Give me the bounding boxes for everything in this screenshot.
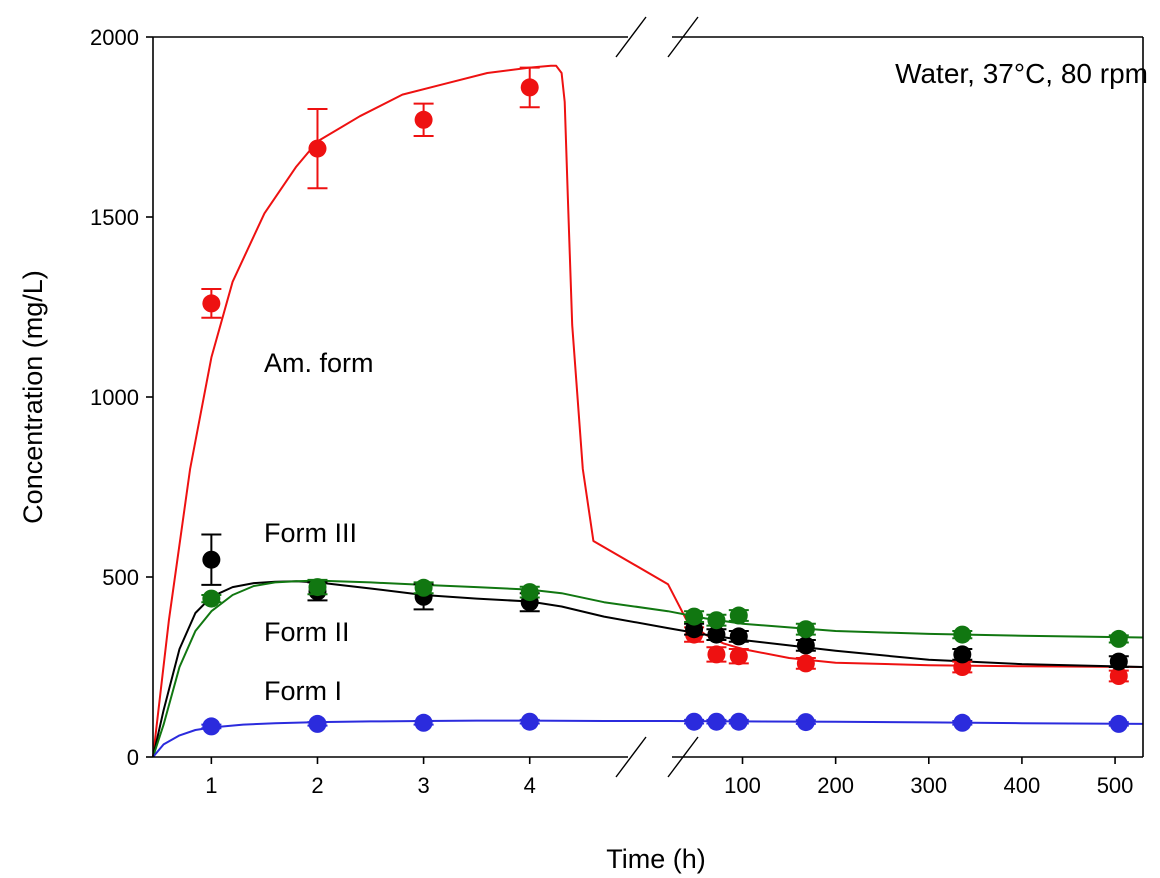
data-point-form-ii	[308, 578, 327, 597]
plot-layer	[152, 64, 1144, 758]
fit-line-form-ii	[152, 579, 1144, 758]
data-point-form-ii	[1109, 629, 1128, 648]
x-tick-label: 2	[311, 773, 323, 798]
data-point-form-ii	[520, 583, 539, 602]
data-point-form-ii	[202, 589, 221, 608]
y-axis-title: Concentration (mg/L)	[18, 270, 48, 524]
data-point-form-iii	[796, 636, 815, 655]
data-point-form-i	[707, 712, 726, 731]
data-point-am-form	[953, 658, 972, 676]
data-point-form-i	[202, 717, 221, 736]
axis-break-mark	[615, 16, 647, 58]
data-point-form-i	[1109, 714, 1128, 733]
data-point-form-iii	[729, 627, 748, 646]
y-tick-label: 2000	[90, 25, 139, 50]
data-point-am-form	[796, 654, 815, 673]
series-label-form-iii: Form III	[264, 518, 357, 548]
x-tick-label: 3	[417, 773, 429, 798]
data-point-am-form	[729, 647, 748, 666]
data-point-form-ii	[685, 607, 704, 626]
data-point-am-form	[520, 78, 539, 97]
axis-break-mark	[667, 736, 699, 778]
data-point-form-i	[308, 714, 327, 733]
y-tick-label: 1500	[90, 205, 139, 230]
data-point-form-i	[685, 712, 704, 731]
data-point-am-form	[707, 645, 726, 664]
series-label-am-form: Am. form	[264, 348, 374, 378]
x-tick-label: 300	[910, 773, 947, 798]
data-point-am-form	[308, 139, 327, 158]
data-point-form-ii	[953, 625, 972, 644]
x-axis-title: Time (h)	[606, 844, 706, 874]
data-point-form-i	[729, 712, 748, 731]
data-point-form-i	[520, 712, 539, 731]
data-point-form-i	[414, 713, 433, 732]
x-tick-label: 4	[524, 773, 536, 798]
fit-line-form-i	[152, 719, 1144, 758]
x-tick-label: 100	[724, 773, 761, 798]
data-point-form-iii	[953, 645, 972, 664]
data-point-am-form	[1109, 667, 1128, 685]
y-tick-label: 500	[102, 565, 139, 590]
data-point-am-form	[414, 110, 433, 129]
fit-line-am-form	[152, 64, 1144, 758]
y-tick-label: 1000	[90, 385, 139, 410]
axes-layer: 0 500 1000 1500 2000 1 2 3 4 100 200 300 400 500	[90, 16, 1144, 798]
x-tick-label: 200	[817, 773, 854, 798]
x-tick-label: 400	[1004, 773, 1041, 798]
x-tick-label: 500	[1097, 773, 1134, 798]
data-point-form-i	[796, 713, 815, 732]
data-point-form-ii	[796, 620, 815, 639]
data-point-form-iii	[685, 620, 704, 639]
data-point-form-ii	[729, 606, 748, 625]
data-point-am-form	[202, 294, 221, 313]
axis-break-mark	[667, 16, 699, 58]
data-point-form-ii	[707, 611, 726, 630]
data-point-form-iii	[202, 550, 221, 569]
data-point-form-ii	[414, 578, 433, 597]
axis-break-mark	[615, 736, 647, 778]
series-label-form-i: Form I	[264, 676, 342, 706]
x-tick-label: 1	[205, 773, 217, 798]
y-tick-label: 0	[127, 745, 139, 770]
chart-annotation: Water, 37°C, 80 rpm	[895, 58, 1148, 89]
data-point-form-iii	[1109, 652, 1128, 671]
data-point-form-i	[953, 713, 972, 732]
data-point-form-iii	[707, 625, 726, 644]
series-label-form-ii: Form II	[264, 617, 350, 647]
